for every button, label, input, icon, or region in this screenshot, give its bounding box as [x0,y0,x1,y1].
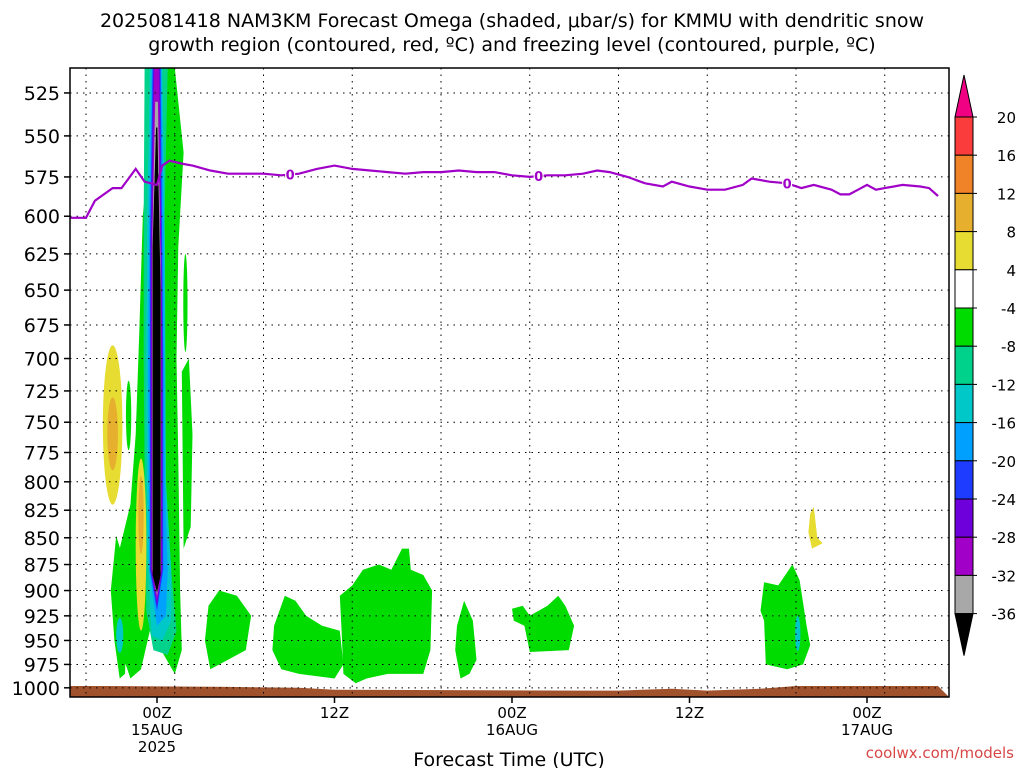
x-tick-label: 00Z [852,704,881,722]
terrain-fill [70,686,949,697]
colorbar-bottom-arrow [954,613,974,656]
terrain-strip [70,686,949,697]
colorbar-bin [954,269,974,309]
colorbar-bin [954,536,974,576]
omega-yellow-02z [808,506,823,549]
x-tick-label: 00Z [497,704,526,722]
y-tick-label: 875 [24,555,60,577]
y-tick-label: 825 [24,500,60,522]
colorbar-label: -36 [992,606,1017,624]
freezing-level-contour: 0 0 0 [70,159,939,219]
colorbar-label: -16 [992,415,1017,433]
colorbar-label: 20 [997,109,1016,127]
omega-orange-lobe-upper [107,397,118,471]
omega-green-small-2 [183,253,188,352]
y-tick-label: 975 [24,654,60,676]
y-tick-label: 525 [24,83,60,105]
y-tick-label: 600 [24,206,60,228]
freezing-label-bg [285,166,296,182]
colorbar-bin [954,345,974,385]
colorbar-label: 12 [997,185,1016,203]
y-tick-label: 800 [24,472,60,494]
y-tick-label: 775 [24,443,60,465]
x-tick-label: 12Z [320,704,349,722]
x-tick-label: 12Z [675,704,704,722]
omega-cyan-02z [795,615,801,652]
colorbar-label: -12 [992,376,1017,394]
omega-green-17z [455,600,477,679]
colorbar-label: 4 [1006,262,1016,280]
y-tick-label: 625 [24,244,60,266]
grid-lines [70,68,949,697]
omega-green-small [125,380,132,451]
plot-frame [69,67,950,698]
colorbar-legend: -36 -32 -28 -24 -20 -16 -12 -8 -4 4 8 12 16 20 [954,74,1017,656]
y-tick-label: 950 [24,630,60,652]
colorbar-label: -8 [1001,338,1016,356]
colorbar-bin [954,231,974,271]
y-tick-label: 850 [24,528,60,550]
colorbar-label: -32 [992,567,1017,585]
y-tick-label: 725 [24,381,60,403]
y-tick-label: 900 [24,581,60,603]
freezing-level-label: 0 [534,170,543,185]
y-axis-pressure: 525 550 575 600 625 650 675 700 725 750 775 800 825 8… [12,83,70,700]
colorbar-bin [954,307,974,347]
omega-shading [102,68,823,684]
x-tick-label: 17AUG [841,721,893,739]
y-tick-label: 575 [24,167,60,189]
colorbar-bin [954,574,974,615]
watermark: coolwx.com/models [865,744,1014,762]
freezing-level-label: 0 [783,177,792,192]
omega-orange-lobe-lower [138,476,144,554]
omega-green-21z [512,595,575,652]
colorbar-bin [954,192,974,233]
x-tick-label: 15AUG [131,721,183,739]
x-axis-label: Forecast Time (UTC) [413,749,604,768]
y-tick-label: 925 [24,606,60,628]
x-tick-label: 16AUG [486,721,538,739]
colorbar-label: -4 [1001,300,1016,318]
chart-title-line-2: growth region (contoured, red, ºC) and f… [148,34,876,56]
y-tick-label: 1000 [12,678,60,700]
colorbar-label: 8 [1006,224,1016,242]
colorbar-label: -28 [992,529,1017,547]
omega-green-14z [339,548,433,684]
y-tick-label: 675 [24,315,60,337]
colorbar-top-arrow [954,74,974,118]
x-tick-label: 00Z [142,704,171,722]
freezing-level-label: 0 [286,169,295,184]
omega-black-core [152,127,161,593]
omega-cyan-early [116,617,124,654]
omega-green-10z [272,595,344,679]
x-tick-label: 2025 [138,738,176,756]
freezing-label-bg [782,175,793,191]
colorbar-label: 16 [997,147,1016,165]
omega-green-02z [760,564,811,670]
omega-green-07z [204,590,252,670]
y-tick-label: 750 [24,412,60,434]
colorbar-bin [954,422,974,462]
omega-green-side [181,358,193,549]
colorbar-bin [954,116,974,156]
colorbar-label: -24 [992,491,1017,509]
freezing-label-bg [533,168,544,184]
y-tick-label: 650 [24,280,60,302]
y-tick-label: 700 [24,349,60,371]
chart-title-line-1: 2025081418 NAM3KM Forecast Omega (shaded… [99,10,925,32]
colorbar-bin [954,498,974,538]
colorbar-bin [954,154,974,194]
colorbar-bin [954,383,974,424]
colorbar-label: -20 [992,453,1017,471]
y-tick-label: 550 [24,126,60,148]
freezing-level-line [70,159,939,219]
colorbar-bin [954,460,974,500]
